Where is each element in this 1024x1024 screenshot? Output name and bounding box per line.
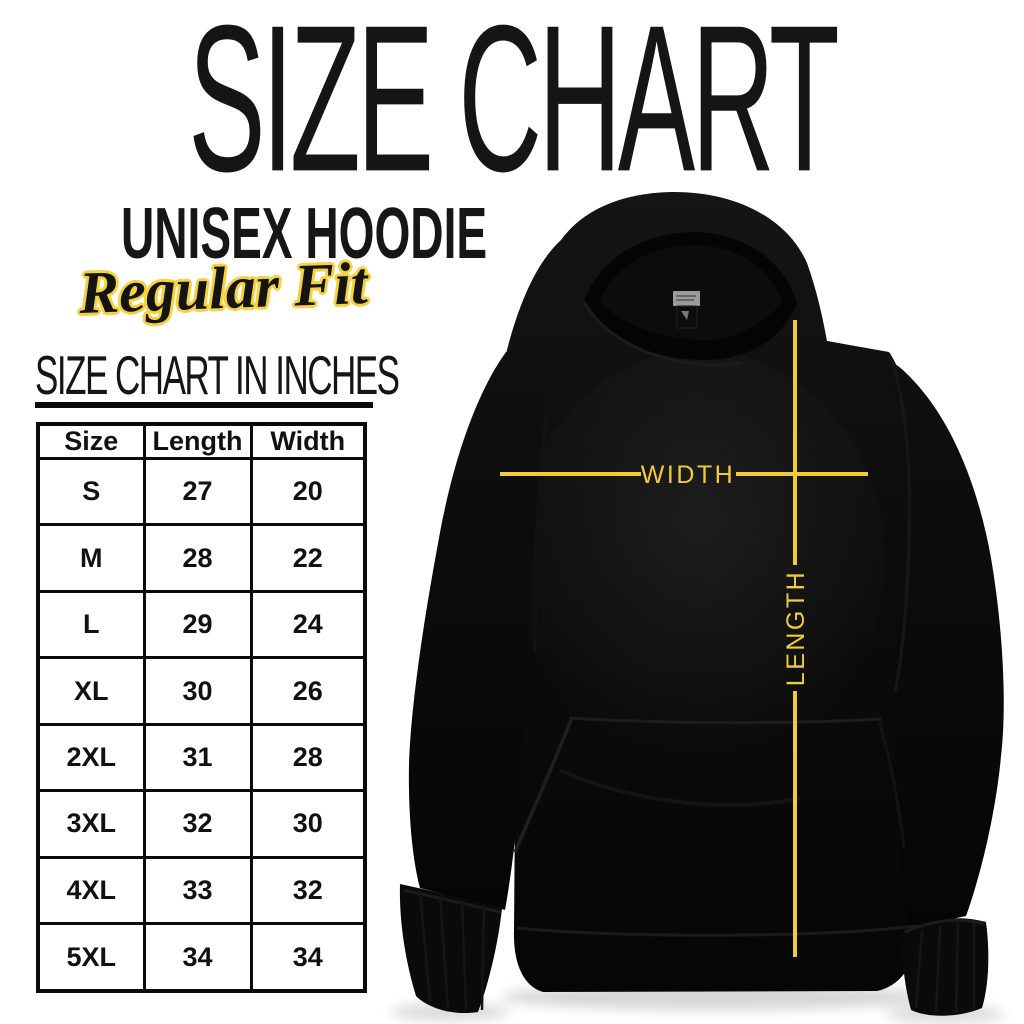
- size-cell: S: [36, 456, 146, 527]
- left-sleeve: [408, 351, 547, 910]
- length-cell: 29: [142, 589, 253, 660]
- column-header-width: Width: [249, 422, 367, 460]
- care-label-glyph: [681, 311, 689, 320]
- heading-underline: [35, 402, 373, 408]
- size-table: Size Length Width S 27 20 M 28 22 L 29 2…: [36, 422, 367, 993]
- length-label: LENGTH: [782, 570, 810, 686]
- length-cell: 31: [142, 722, 253, 793]
- length-cell: 34: [142, 922, 253, 993]
- brand-tag-text-lines: [676, 295, 696, 301]
- length-cell: 33: [142, 855, 253, 926]
- width-cell: 34: [249, 922, 367, 993]
- size-cell: 3XL: [36, 789, 146, 859]
- size-cell: XL: [36, 656, 146, 726]
- right-cuff-seam: [904, 918, 985, 934]
- pocket-right-slit: [877, 719, 906, 849]
- table-row: M 28 22: [36, 523, 367, 593]
- length-cell: 28: [142, 523, 253, 593]
- pocket-left-slit: [513, 719, 573, 853]
- width-cell: 28: [249, 722, 367, 793]
- hoodie-illustration: [390, 191, 1005, 1023]
- right-sleeve: [827, 341, 1004, 928]
- table-row: 5XL 34 34: [36, 922, 367, 993]
- table-row: 3XL 32 30: [36, 789, 367, 859]
- product-name-heading: UNISEX HOODIE: [18, 198, 487, 270]
- width-cell: 24: [249, 589, 367, 660]
- belly-wrinkle: [559, 768, 801, 807]
- size-cell: L: [36, 589, 146, 660]
- width-cell: 20: [249, 456, 367, 527]
- size-table-heading: SIZE CHART IN INCHES: [35, 345, 400, 407]
- width-cell: 32: [249, 855, 367, 926]
- table-header-row: Size Length Width: [36, 422, 367, 460]
- table-row: 4XL 33 32: [36, 855, 367, 926]
- width-cell: 22: [249, 523, 367, 593]
- size-cell: 2XL: [36, 722, 146, 793]
- width-cell: 30: [249, 789, 367, 859]
- cuff-shadow-left: [390, 1003, 510, 1021]
- column-header-size: Size: [36, 422, 146, 460]
- chest-sheen: [515, 350, 885, 770]
- right-cuff: [902, 918, 989, 1016]
- size-cell: 4XL: [36, 855, 146, 926]
- pocket-top-seam: [568, 716, 882, 725]
- size-cell: M: [36, 523, 146, 593]
- table-row: 2XL 31 28: [36, 722, 367, 793]
- left-cuff-ribs: [418, 889, 486, 1011]
- length-cell: 30: [142, 656, 253, 726]
- right-armhole-seam: [887, 353, 911, 693]
- table-row: L 29 24: [36, 589, 367, 660]
- left-armhole-seam: [533, 393, 549, 653]
- table-row: XL 30 26: [36, 656, 367, 726]
- column-header-length: Length: [142, 422, 253, 460]
- table-row: S 27 20: [36, 456, 367, 527]
- product-name: UNISEX HOODIE: [120, 194, 488, 274]
- hood-front-rim: [582, 301, 743, 367]
- length-cell: 27: [142, 456, 253, 527]
- left-cuff: [399, 884, 502, 1014]
- size-cell: 5XL: [36, 922, 146, 993]
- width-cell: 26: [249, 656, 367, 726]
- hem-seam: [516, 924, 917, 937]
- brand-tag: [673, 291, 700, 306]
- left-cuff-seam: [403, 888, 501, 914]
- length-cell: 32: [142, 789, 253, 859]
- page-title: SIZE CHART: [188, 0, 840, 216]
- measurement-annotation: WIDTH LENGTH: [500, 320, 868, 957]
- width-label: WIDTH: [641, 461, 735, 489]
- right-cuff-ribs: [914, 922, 976, 1014]
